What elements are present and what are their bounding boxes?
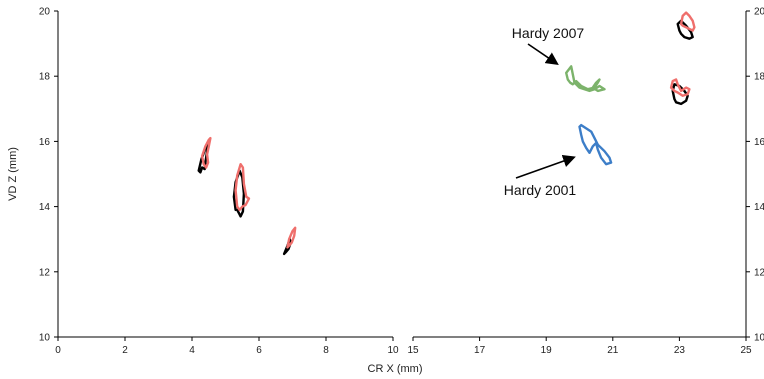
y-tick-label-left: 20	[39, 7, 51, 18]
series-line-red	[200, 136, 212, 169]
y-tick-label-right: 10	[754, 333, 764, 344]
x-axis-title: CR X (mm)	[368, 363, 423, 375]
x-tick-label: 0	[55, 345, 61, 356]
plot-area	[197, 11, 696, 256]
series-line-black	[676, 19, 694, 40]
y-tick-label-left: 10	[39, 333, 51, 344]
x-tick-label: 4	[189, 345, 195, 356]
x-tick-label: 25	[740, 345, 752, 356]
y-tick-label-left: 18	[39, 72, 51, 83]
y-axis-title: VD Z (mm)	[7, 147, 19, 201]
y-tick-label-right: 16	[754, 137, 764, 148]
axes	[54, 10, 750, 341]
annotation-label: Hardy 2007	[512, 25, 585, 41]
y-tick-label-left: 16	[39, 137, 51, 148]
tick-labels: 10 10 12 12 14 14 16 16 18 18 20 20 0 2 4 6 8 10 15 17 19 21 2…	[39, 7, 764, 357]
series-line-red	[669, 78, 691, 98]
x-tick-label: 15	[407, 345, 419, 356]
series-line-green	[565, 65, 606, 93]
annotation-arrow	[515, 154, 576, 179]
series-line-blue	[578, 123, 613, 166]
x-tick-label: 17	[474, 345, 486, 356]
y-tick-label-right: 18	[754, 72, 764, 83]
y-tick-label-right: 12	[754, 267, 764, 278]
y-tick-label-left: 14	[39, 202, 51, 213]
x-tick-label: 19	[541, 345, 553, 356]
annotation-label: Hardy 2001	[504, 182, 577, 198]
y-tick-label-right: 14	[754, 202, 764, 213]
x-tick-label: 23	[674, 345, 686, 356]
annotations: Hardy 2007 Hardy 2001	[504, 25, 585, 198]
x-tick-label: 2	[122, 345, 128, 356]
series-line-black	[671, 83, 689, 106]
series-line-red	[679, 11, 696, 32]
series-line-red	[286, 226, 297, 249]
annotation-arrow	[527, 43, 559, 65]
series-line-red	[234, 162, 251, 212]
x-tick-label: 10	[387, 345, 399, 356]
x-tick-label: 21	[607, 345, 619, 356]
x-tick-label: 6	[256, 345, 262, 356]
x-tick-label: 8	[323, 345, 329, 356]
y-tick-label-left: 12	[39, 267, 51, 278]
y-tick-label-right: 20	[754, 7, 764, 18]
